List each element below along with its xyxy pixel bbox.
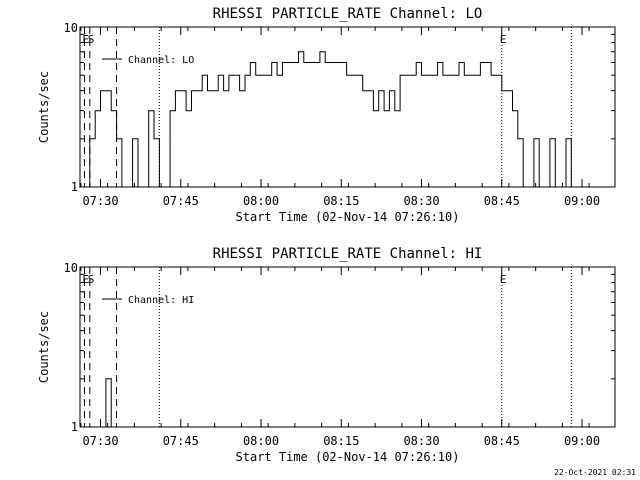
chart2-x-tick-label: 08:30 — [403, 434, 439, 448]
chart2-x-axis-label: Start Time (02-Nov-14 07:26:10) — [236, 450, 460, 464]
chart1-x-tick-label: 09:00 — [564, 194, 600, 208]
chart2-series-line — [100, 378, 117, 428]
chart1-series-line — [79, 51, 577, 188]
chart1-marker-label: S — [88, 33, 95, 46]
chart2-x-tick-label: 08:00 — [243, 434, 279, 448]
chart1-x-tick-label: 08:30 — [403, 194, 439, 208]
chart1-plot-frame — [79, 26, 616, 188]
chart2-marker-label: S — [88, 273, 95, 286]
generation-timestamp: 22-Oct-2021 02:31 — [554, 468, 636, 477]
chart2-y-tick-label: 10 — [64, 261, 78, 275]
chart2-x-tick-label: 09:00 — [564, 434, 600, 448]
chart2-x-tick-label: 07:30 — [82, 434, 118, 448]
chart1-y-tick-label: 1 — [71, 180, 78, 194]
chart2-marker-label: E — [500, 273, 507, 286]
chart2-y-axis-label: Counts/sec — [37, 311, 51, 383]
chart1-marker-label: E — [82, 33, 89, 46]
chart1-x-tick-label: 08:45 — [484, 194, 520, 208]
chart1-y-tick-label: 10 — [64, 21, 78, 35]
chart1-legend-entry: Channel: LO — [128, 55, 194, 66]
chart1-x-axis-label: Start Time (02-Nov-14 07:26:10) — [236, 210, 460, 224]
chart2-x-tick-label: 08:45 — [484, 434, 520, 448]
chart1-title: RHESSI PARTICLE_RATE Channel: LO — [213, 6, 483, 22]
chart1-x-tick-label: 07:30 — [82, 194, 118, 208]
chart2-title: RHESSI PARTICLE_RATE Channel: HI — [213, 246, 483, 262]
chart1-x-tick-label: 08:00 — [243, 194, 279, 208]
chart2-x-tick-label: 08:15 — [323, 434, 359, 448]
chart1-marker-label: E — [500, 33, 507, 46]
chart2-plot-frame — [79, 266, 616, 428]
chart1-x-tick-label: 07:45 — [163, 194, 199, 208]
chart2-x-tick-label: 07:45 — [163, 434, 199, 448]
chart2-legend-entry: Channel: HI — [128, 295, 194, 306]
chart2-marker-label: E — [82, 273, 89, 286]
chart1-y-axis-label: Counts/sec — [37, 71, 51, 143]
chart1-x-tick-label: 08:15 — [323, 194, 359, 208]
chart2-y-tick-label: 1 — [71, 420, 78, 434]
